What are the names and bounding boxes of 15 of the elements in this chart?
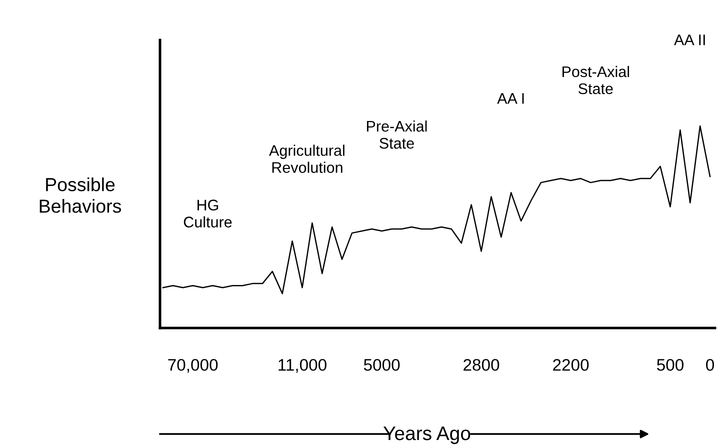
x-tick-label: 0	[706, 358, 714, 371]
annotation: Pre-Axial State	[366, 120, 427, 149]
y-axis-title: Possible Behaviors	[40, 177, 122, 213]
x-tick-label: 5000	[364, 358, 400, 371]
x-tick-label: 11,000	[278, 358, 326, 373]
text: AA I	[497, 93, 524, 104]
x-tick-label: 500	[657, 358, 684, 371]
annotation: Agricultural Revolution	[269, 144, 344, 173]
annotation: HG Culture	[184, 200, 232, 228]
x-axis-title: Years Ago	[383, 426, 470, 444]
x-tick-label: 2200	[553, 358, 589, 371]
x-tick-label: 2800	[464, 358, 500, 371]
x-tick-label: 70,000	[168, 358, 218, 373]
text: Post-Axial State	[562, 66, 630, 94]
text: AA II	[674, 34, 705, 46]
